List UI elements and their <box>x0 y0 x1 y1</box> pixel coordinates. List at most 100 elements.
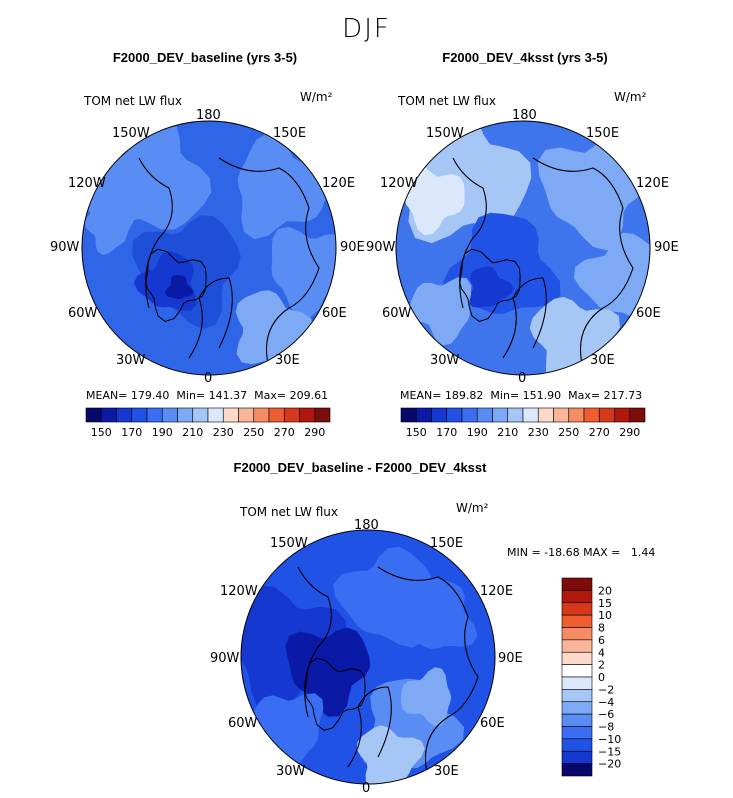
map-boundary <box>81 120 337 376</box>
coastline <box>452 157 634 369</box>
greenland-outline <box>145 248 207 322</box>
lon-label-90e: 90E <box>654 240 679 255</box>
colorbar-segment <box>238 407 255 423</box>
colorbar-tick-label: 4 <box>598 646 605 659</box>
max-value: 209.61 <box>289 389 329 402</box>
colorbar-tick-label: −10 <box>598 733 621 746</box>
colorbar-segment <box>177 407 194 423</box>
colorbar-segment <box>461 407 478 423</box>
colorbar-tick-label: 230 <box>213 426 234 439</box>
colorbar-tick-label: 270 <box>589 426 610 439</box>
lon-label-120w: 120W <box>380 176 418 191</box>
lon-label-60e: 60E <box>322 306 347 321</box>
field-contour-region <box>165 275 194 300</box>
colorbar-segment <box>146 407 163 423</box>
map-field <box>82 121 336 375</box>
max-label: Max= <box>568 389 601 402</box>
colorbar-tick-label: 210 <box>497 426 518 439</box>
field-contour-region <box>529 296 620 375</box>
colorbar-segment <box>537 407 554 423</box>
lon-label-180: 180 <box>196 108 221 123</box>
colorbar-segment <box>314 407 331 423</box>
colorbar-segment <box>561 664 593 678</box>
coastline <box>138 157 320 369</box>
map-boundary <box>395 120 651 376</box>
field-contour-region <box>409 277 472 346</box>
panel-title: F2000_DEV_baseline - F2000_DEV_4ksst <box>233 460 487 475</box>
field-contour-region <box>443 212 561 314</box>
lon-label-120e: 120E <box>636 176 670 191</box>
colorbar-tick-label: 150 <box>406 426 427 439</box>
colorbar-segment <box>207 407 224 423</box>
colorbar-segment <box>415 407 432 423</box>
lon-label-60w: 60W <box>382 306 412 321</box>
min-value: 141.37 <box>208 389 248 402</box>
colorbar-segment <box>561 590 593 604</box>
lon-label-30e: 30E <box>590 353 615 368</box>
units-label: W/m² <box>614 90 647 104</box>
colorbar-tick-label: 6 <box>598 634 605 647</box>
lon-label-30w: 30W <box>430 353 460 368</box>
lon-label-30w: 30W <box>276 764 306 779</box>
lon-label-30w: 30W <box>116 353 146 368</box>
colorbar-segment <box>85 407 102 423</box>
lon-label-60w: 60W <box>68 306 98 321</box>
colorbar-tick-label: 150 <box>91 426 112 439</box>
colorbar-segment <box>561 713 593 727</box>
colorbar-tick-label: 270 <box>274 426 295 439</box>
colorbar-tick-label: 10 <box>598 609 612 622</box>
colorbar-tick-label: 190 <box>467 426 488 439</box>
lon-label-180: 180 <box>512 108 537 123</box>
lon-label-150w: 150W <box>426 126 464 141</box>
colorbar-tick-label: −4 <box>598 696 614 709</box>
panel-title: F2000_DEV_baseline (yrs 3-5) <box>112 50 298 65</box>
lon-label-30e: 30E <box>434 764 459 779</box>
colorbar-tick-label: 290 <box>304 426 325 439</box>
colorbar-segment <box>629 407 646 423</box>
field-label: TOM net LW flux <box>240 505 338 519</box>
colorbar-segment <box>161 407 178 423</box>
lon-label-90w: 90W <box>210 651 240 666</box>
field-contour-region <box>134 251 197 311</box>
map-field <box>241 530 495 784</box>
colorbar-segment <box>614 407 631 423</box>
lon-label-30e: 30E <box>275 353 300 368</box>
lon-label-180: 180 <box>354 518 379 533</box>
min-label: Min= <box>176 389 206 402</box>
lon-label-150w: 150W <box>270 536 308 551</box>
coastline <box>297 566 479 778</box>
map-field <box>396 121 650 375</box>
colorbar-segment <box>222 407 239 423</box>
lon-label-90w: 90W <box>366 240 396 255</box>
field-contour-region <box>285 627 371 717</box>
colorbar-tick-label: −2 <box>598 683 614 696</box>
field-contour-region <box>248 693 324 771</box>
greenland-outline <box>459 248 521 322</box>
colorbar-tick-label: 250 <box>243 426 264 439</box>
units-label: W/m² <box>300 90 333 104</box>
colorbar-tick-label: 0 <box>598 671 605 684</box>
colorbar-segment <box>446 407 463 423</box>
colorbar-tick-label: −8 <box>598 721 614 734</box>
colorbar-segment <box>561 627 593 641</box>
colorbar-segment <box>598 407 615 423</box>
field-contour-region <box>360 678 464 769</box>
lon-label-90e: 90E <box>340 240 365 255</box>
lon-label-120e: 120E <box>322 176 356 191</box>
field-background <box>241 530 495 784</box>
colorbar-segment <box>561 577 593 591</box>
colorbar-tick-label: 230 <box>528 426 549 439</box>
colorbar-tick-label: 190 <box>152 426 173 439</box>
colorbar-tick-label: 170 <box>121 426 142 439</box>
colorbar-tick-label: 2 <box>598 659 605 672</box>
figure-title: DJF <box>342 14 391 44</box>
lon-label-0: 0 <box>518 371 527 386</box>
colorbar-segment <box>561 763 593 777</box>
colorbar-segment <box>561 689 593 703</box>
colorbar-segment <box>100 407 117 423</box>
field-contour-region <box>537 136 646 251</box>
colorbar-tick-label: 250 <box>558 426 579 439</box>
field-contour-region <box>401 667 452 727</box>
field-contour-region <box>468 266 514 308</box>
colorbar-segment <box>492 407 509 423</box>
